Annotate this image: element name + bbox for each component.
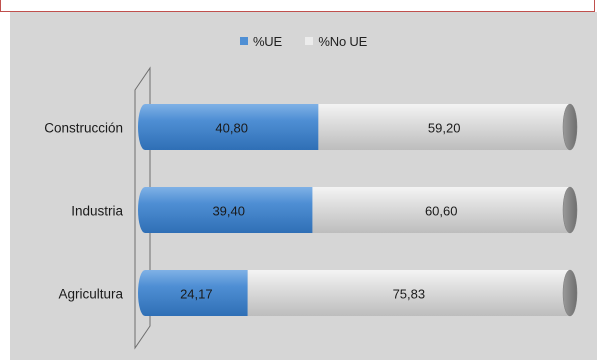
- legend-item-ue: %UE: [239, 34, 282, 49]
- bar-ue-0: [145, 104, 319, 150]
- category-label-2: Agricultura: [58, 287, 123, 302]
- value-label-ue-1: 39,40: [212, 203, 245, 218]
- legend-label-ue: %UE: [252, 34, 282, 49]
- value-label-no-ue-0: 59,20: [428, 120, 461, 135]
- bar-ue-2: [145, 270, 248, 316]
- chart-panel: %UE %No UE 40,80 59,20 Construcción 3: [10, 12, 597, 360]
- value-label-no-ue-2: 75,83: [393, 286, 426, 301]
- bar-no-ue-1: [312, 187, 570, 233]
- bar-right-cap-1: [562, 186, 578, 234]
- legend-swatch-ue: [239, 37, 248, 45]
- top-frame: [0, 0, 595, 12]
- value-label-ue-2: 24,17: [180, 286, 213, 301]
- bar-right-cap-2: [562, 269, 578, 317]
- legend: %UE %No UE: [10, 34, 597, 49]
- category-label-1: Industria: [71, 204, 123, 219]
- value-label-no-ue-1: 60,60: [425, 203, 458, 218]
- bar-ue-1: [145, 187, 313, 233]
- bar-chart: 40,80 59,20 Construcción 39,40 60,60 Industri…: [44, 66, 578, 350]
- bar-right-cap-0: [562, 103, 578, 151]
- bars-group: 40,80 59,20 Construcción 39,40 60,60 Industri…: [44, 103, 578, 317]
- legend-label-no-ue: %No UE: [318, 34, 368, 49]
- legend-swatch-no-ue: [305, 37, 314, 45]
- bar-no-ue-2: [247, 270, 570, 316]
- category-label-0: Construcción: [44, 121, 123, 136]
- value-label-ue-0: 40,80: [215, 120, 248, 135]
- bar-no-ue-0: [318, 104, 570, 150]
- axis-wall: [134, 66, 151, 350]
- legend-item-no-ue: %No UE: [305, 34, 367, 49]
